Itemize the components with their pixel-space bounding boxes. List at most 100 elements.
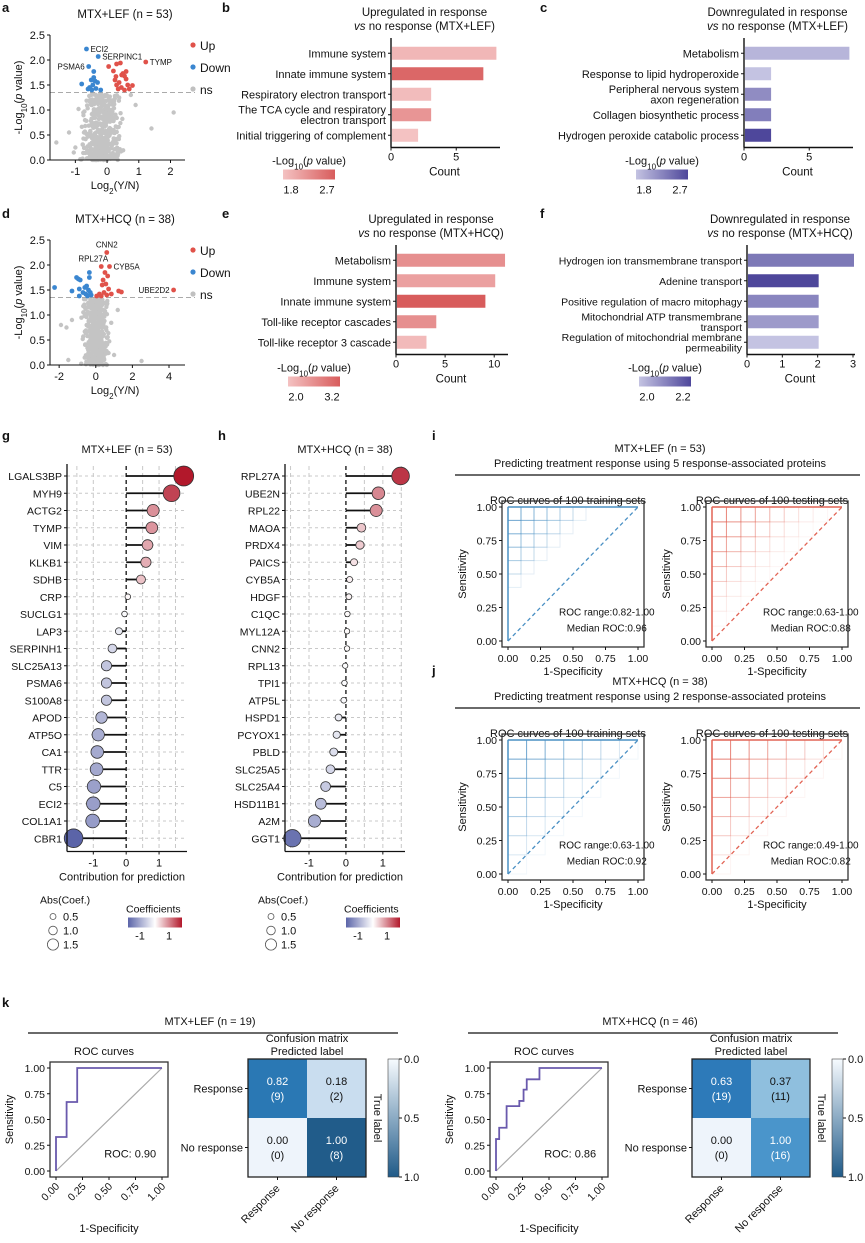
up-point <box>105 273 111 279</box>
label-part: ( <box>13 304 25 308</box>
down-point <box>86 275 92 280</box>
chart-subtitle: vs no response (MTX+LEF) <box>354 21 495 33</box>
y-tick-label: 0.00 <box>25 1166 46 1178</box>
down-point <box>77 277 83 283</box>
chart-subtitle: vs no response (MTX+HCQ) <box>707 228 853 240</box>
gene-label: VIM <box>43 540 62 552</box>
confusion-colorbar <box>387 1058 400 1178</box>
confusion-title: Confusion matrix <box>710 1033 793 1045</box>
ns-point <box>88 129 93 134</box>
x-tick-label: 0.25 <box>734 653 755 665</box>
bar <box>745 87 772 101</box>
axis-label: -Log10(p value) <box>277 363 351 379</box>
bar <box>397 253 506 267</box>
col-label: No response <box>733 1183 786 1236</box>
gene-label: LGALS3BP <box>8 471 62 483</box>
confusion-count: (16) <box>771 1150 791 1162</box>
ns-point <box>100 313 105 318</box>
y-tick-label: 0.25 <box>681 836 702 848</box>
roc-curve-cell <box>711 816 732 837</box>
label-part: (Y/N) <box>114 180 140 192</box>
gene-label: COL1A1 <box>22 816 62 828</box>
y-tick-label: 0.0 <box>30 360 45 372</box>
bar <box>392 87 432 101</box>
roc-curve-cell <box>711 777 732 798</box>
lollipop-head <box>121 610 128 618</box>
lollipop-head <box>86 796 101 811</box>
lollipop-head <box>342 662 349 669</box>
down-point <box>86 270 92 275</box>
ns-point <box>106 98 112 104</box>
x-axis-label: Contribution for prediction <box>277 872 403 884</box>
lollipop-head <box>63 828 84 848</box>
label-part: 10 <box>299 369 308 378</box>
roc-range-text: ROC range:0.63-1.00 <box>763 608 859 619</box>
chart-subtitle: vs no response (MTX+LEF) <box>707 21 848 33</box>
ns-point <box>100 109 106 115</box>
panel-label-e: e <box>222 206 229 221</box>
size-legend-marker <box>48 925 58 936</box>
roc-curve-cell <box>754 566 771 582</box>
size-legend-title: Abs(Coef.) <box>40 895 90 907</box>
ns-point <box>110 155 116 160</box>
y-tick-label: 0.75 <box>681 536 702 548</box>
colorbar-tick-label: 0.0 <box>848 1054 863 1066</box>
roc-curve-cell <box>754 551 771 568</box>
size-legend-title: Abs(Coef.) <box>258 895 308 907</box>
down-point <box>98 87 104 93</box>
confusion-count: (0) <box>271 1150 284 1162</box>
lollipop-head <box>100 677 112 689</box>
ns-point <box>104 111 109 116</box>
legend-marker <box>190 291 196 297</box>
gene-label: SLC25A13 <box>11 661 62 673</box>
gene-label: RPL22 <box>248 506 280 518</box>
ns-point <box>76 106 81 112</box>
category-label: Innate immune system <box>275 69 386 81</box>
panel-label-b: b <box>222 0 230 15</box>
ns-point <box>94 310 99 316</box>
x-tick-label: -1 <box>88 858 98 870</box>
ns-point <box>97 130 103 136</box>
ns-point <box>84 322 89 328</box>
bar <box>392 46 497 60</box>
panel-label-k: k <box>2 995 10 1010</box>
x-tick-label: 1 <box>156 858 162 870</box>
confusion-title: Confusion matrix <box>266 1033 349 1045</box>
x-tick-label: 5 <box>806 152 812 164</box>
row-label: No response <box>625 1143 687 1155</box>
ns-point <box>96 122 101 127</box>
chart-title: Downregulated in response <box>710 214 850 226</box>
x-tick-label: 0 <box>104 166 110 178</box>
ns-point <box>100 332 105 338</box>
roc-curve-cell <box>767 777 787 798</box>
x-tick-label: 0.75 <box>595 653 616 665</box>
x-tick-label: 1.00 <box>832 886 853 898</box>
y-tick-label: 0.25 <box>25 1140 46 1152</box>
roc-curve-cell <box>725 506 742 523</box>
ns-point <box>54 140 59 145</box>
ns-point <box>109 143 115 148</box>
roc-curve-cell <box>544 796 565 818</box>
ns-point <box>86 123 91 128</box>
x-axis-label: Log2(Y/N) <box>91 180 139 196</box>
up-point <box>114 82 119 88</box>
ns-point <box>96 315 101 320</box>
color-legend-title: Coefficients <box>126 904 181 916</box>
x-tick-label: 4 <box>166 371 172 383</box>
ns-point <box>85 333 90 339</box>
x-tick-label: 2 <box>129 371 135 383</box>
chart-subtitle: vs no response (MTX+HCQ) <box>358 228 504 240</box>
ns-point <box>107 111 112 116</box>
x-tick-label: 0.25 <box>506 1181 529 1204</box>
lollipop-plot-h: MTX+HCQ (n = 38) RPL27A UBE2N RPL22 MAOA PRDX… <box>234 444 410 952</box>
legend-marker <box>190 247 196 253</box>
roc-curve-cell <box>711 580 727 597</box>
x-tick-label: 0.75 <box>799 886 820 898</box>
lollipop-head <box>355 540 365 550</box>
roc-curve-cell <box>507 777 528 798</box>
ns-point <box>89 337 94 343</box>
diagonal-reference <box>55 1067 163 1172</box>
down-point <box>91 69 97 74</box>
gene-label: RPL13 <box>248 661 280 673</box>
k-group-1: MTX+HCQ (n = 46)ROC curves0.000.250.500.… <box>444 1016 863 1235</box>
